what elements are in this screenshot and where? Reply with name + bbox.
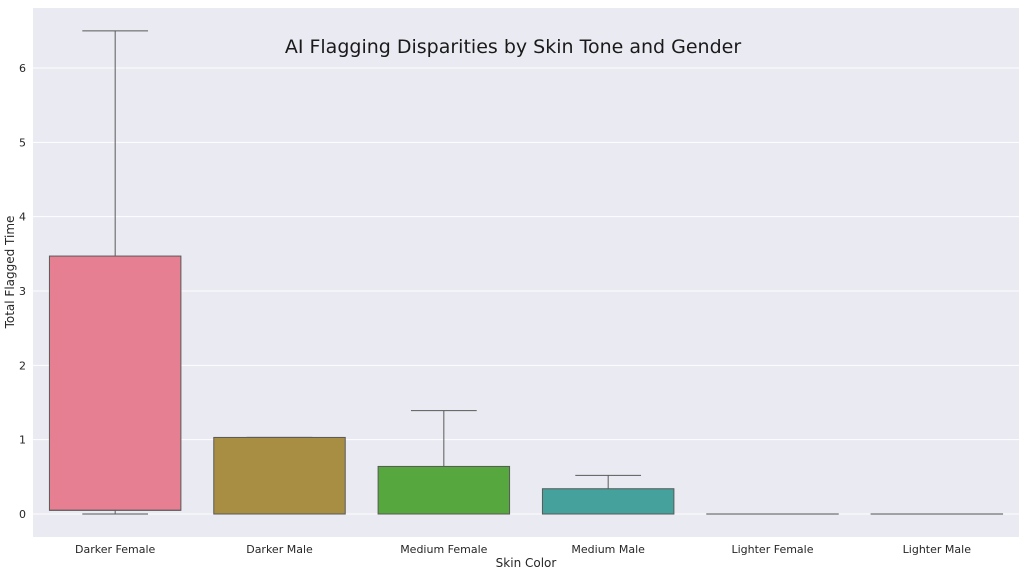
plot-background — [33, 8, 1019, 537]
y-tick-label-3: 3 — [19, 285, 26, 298]
x-tick-label-medium-female: Medium Female — [400, 543, 487, 556]
box-body-darker-female — [48, 255, 182, 511]
y-tick-label-1: 1 — [19, 434, 26, 447]
box-medium-male — [541, 474, 675, 515]
x-axis-label: Skin Color — [496, 556, 557, 570]
y-tick-label-6: 6 — [19, 62, 26, 75]
x-tick-label-lighter-male: Lighter Male — [903, 543, 972, 556]
y-tick-label-5: 5 — [19, 136, 26, 149]
x-axis-ticks: Darker Female Darker Male Medium Female Med… — [75, 543, 971, 556]
box-darker-female — [48, 30, 182, 515]
box-body-darker-male — [213, 436, 346, 515]
x-tick-label-lighter-female: Lighter Female — [731, 543, 813, 556]
y-axis-label: Total Flagged Time — [3, 216, 17, 330]
box-body-medium-male — [541, 488, 675, 515]
grid-lines — [33, 67, 1019, 515]
box-body-medium-female — [377, 465, 511, 515]
box-darker-male — [213, 436, 346, 515]
y-tick-label-2: 2 — [19, 359, 26, 372]
x-tick-label-medium-male: Medium Male — [571, 543, 645, 556]
boxes — [48, 30, 1004, 515]
y-tick-label-0: 0 — [19, 508, 26, 521]
y-axis-ticks: 0 1 2 3 4 5 6 — [19, 62, 26, 521]
x-tick-label-darker-female: Darker Female — [75, 543, 156, 556]
x-tick-label-darker-male: Darker Male — [246, 543, 313, 556]
box-medium-female — [377, 410, 511, 515]
y-tick-label-4: 4 — [19, 211, 26, 224]
chart-title: AI Flagging Disparities by Skin Tone and… — [285, 36, 742, 58]
